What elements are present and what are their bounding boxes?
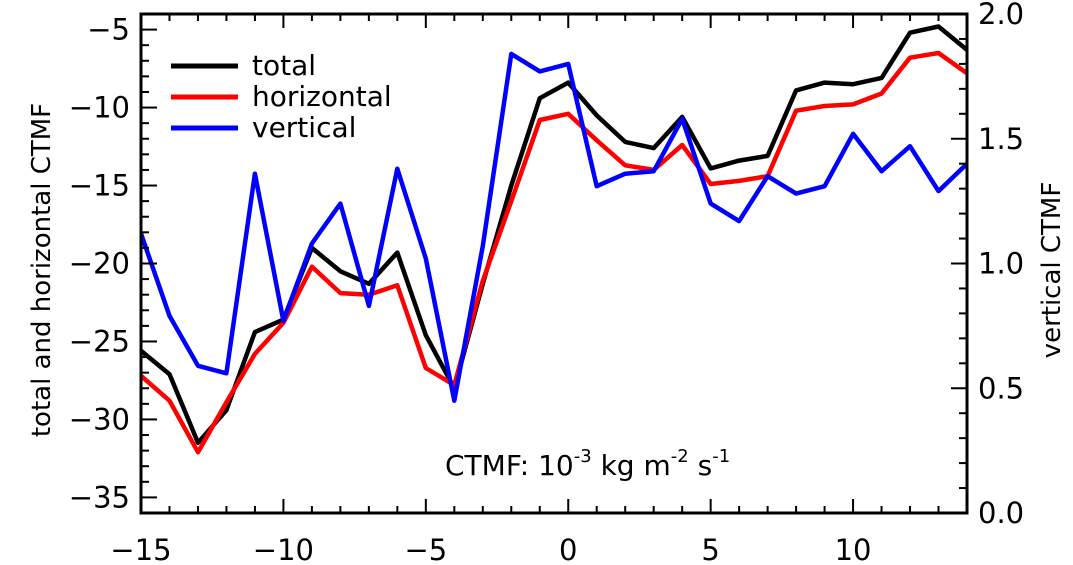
y2-axis-title: vertical CTMF	[1037, 182, 1067, 359]
units-annotation: CTMF: 10-3 kg m-2 s-1	[445, 446, 730, 482]
units-exp-1: -3	[574, 446, 592, 467]
x-tick-label: 0	[559, 533, 577, 565]
plot-lines	[141, 24, 967, 455]
y-tick-label: −10	[69, 91, 130, 125]
units-prefix: CTMF: 10	[445, 449, 574, 482]
x-tick-label: −15	[110, 533, 171, 565]
y2-tick-label: 2.0	[978, 0, 1024, 31]
y2-tick-label: 1.0	[978, 247, 1024, 281]
y-tick-label: −15	[69, 169, 130, 203]
units-s: s	[689, 449, 713, 482]
y-tick-label: −20	[69, 247, 130, 281]
y-tick-label: −35	[69, 480, 130, 514]
legend-label-total: total	[252, 49, 316, 82]
x-axis: −15 −10 −5 0 5 10	[110, 14, 968, 565]
y-axis-title: total and horizontal CTMF	[27, 103, 57, 437]
units-kg-m: kg m	[592, 449, 671, 482]
series-line-horizontal	[141, 50, 967, 455]
y-tick-label: −5	[87, 13, 130, 47]
x-tick-label: 5	[701, 533, 719, 565]
units-exp-2: -2	[671, 446, 689, 467]
y2-tick-label: 0.5	[978, 371, 1024, 405]
legend-label-horizontal: horizontal	[252, 80, 392, 113]
y2-tick-label: 0.0	[978, 496, 1024, 530]
series-line-total	[141, 24, 967, 446]
x-tick-label: 10	[835, 533, 872, 565]
x-tick-label: −5	[404, 533, 447, 565]
y-axis-right: 0.0 0.5 1.0 1.5 2.0	[951, 0, 1024, 530]
legend-label-vertical: vertical	[252, 111, 356, 144]
series-line-vertical	[141, 51, 967, 403]
y2-tick-label: 1.5	[978, 122, 1024, 156]
y-tick-label: −30	[69, 402, 130, 436]
y-tick-label: −25	[69, 324, 130, 358]
units-exp-3: -1	[712, 446, 730, 467]
x-tick-label: −10	[253, 533, 314, 565]
y-axis-left: −35 −30 −25 −20 −15 −10 −5	[69, 13, 157, 514]
